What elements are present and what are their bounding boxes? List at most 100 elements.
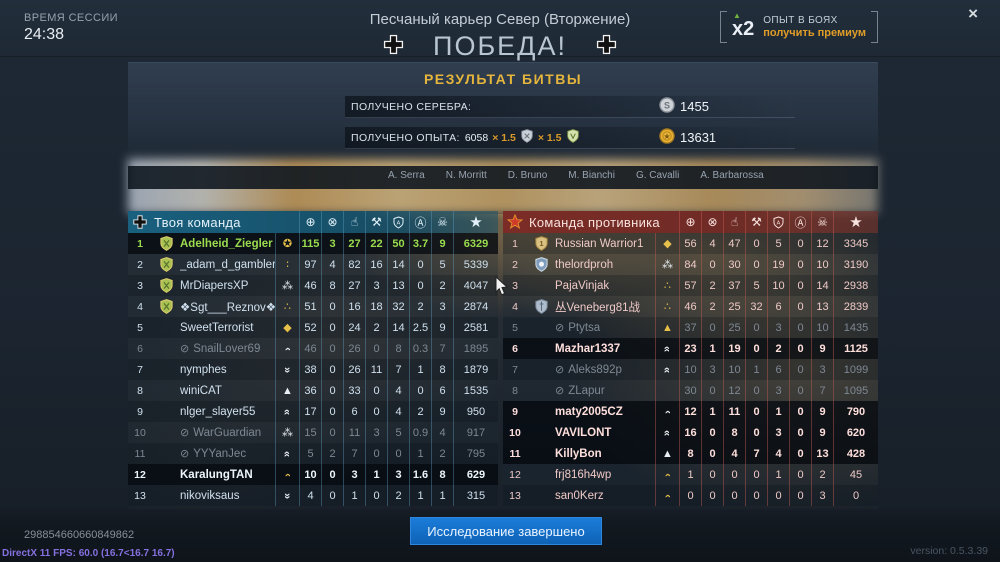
player-row[interactable]: 10 ⊘ WarGuardian ⁂ 15 0 11 3 5 0.9 4 917 — [128, 422, 498, 443]
session-timer: ВРЕМЯ СЕССИИ 24:38 — [24, 12, 118, 44]
ally-team-name: Твоя команда — [154, 214, 241, 230]
up-arrow-icon: ▲ — [733, 11, 741, 20]
get-premium-link[interactable]: получить премиум — [763, 27, 866, 39]
stat-value: 428 — [833, 443, 878, 464]
stat-value: 0 — [833, 485, 878, 506]
version-label: version: 0.5.3.39 — [910, 545, 988, 557]
player-row[interactable]: 9 nlger_slayer55» 17 0 6 0 4 2 9 950 — [128, 401, 498, 422]
stat-value: 7 — [431, 338, 453, 359]
crew-name: M. Bianchi — [568, 170, 615, 181]
stat-value: 2 — [321, 443, 343, 464]
rank: 13 — [509, 489, 521, 502]
player-row[interactable]: 2 _adam_d_gambler_ ∶ 97 4 82 16 14 0 5 5339 — [128, 254, 498, 275]
research-complete-button[interactable]: Исследование завершено — [410, 517, 602, 545]
stat-value: 7 — [387, 359, 409, 380]
stat-value: 1 — [701, 338, 723, 359]
stat-value: 9 — [811, 422, 833, 443]
stat-value: 4 — [767, 443, 789, 464]
player-row[interactable]: 6 ⊘ SnailLover69 › 46 0 26 0 8 0.3 7 1895 — [128, 338, 498, 359]
player-name: Mazhar1337 — [555, 342, 621, 355]
player-row[interactable]: 1 1 Russian Warrior1 ◆ 56 4 47 0 5 0 12 3345 — [503, 233, 878, 254]
rank: 11 — [509, 447, 521, 460]
player-row[interactable]: 6 Mazhar1337» 23 1 19 0 2 0 9 1125 — [503, 338, 878, 359]
rank: 11 — [134, 447, 146, 460]
stat-value: 0 — [701, 443, 723, 464]
stat-value: 0 — [409, 380, 431, 401]
player-row[interactable]: 1 Adelheid_Ziegler ✪ 115 3 27 22 50 3.7 9 6329 — [128, 233, 498, 254]
down2-class-icon: » — [275, 359, 299, 380]
victory-text: ПОБЕДА! — [433, 31, 567, 61]
stat-value: 0 — [789, 275, 811, 296]
stat-value: 0 — [745, 485, 767, 506]
stat-value: 5 — [431, 254, 453, 275]
player-row[interactable]: 7 ⊘ Aleks892p» 10 3 10 1 6 0 3 1099 — [503, 359, 878, 380]
stat-value: 0 — [365, 485, 387, 506]
stat-value: 10 — [299, 464, 321, 485]
stat-value: 11 — [343, 422, 365, 443]
stat-value: 3 — [343, 464, 365, 485]
stat-value: 6 — [767, 359, 789, 380]
chev1-class-icon: › — [275, 338, 299, 359]
player-row[interactable]: 5 SweetTerrorist ◆ 52 0 24 2 14 2.5 9 2581 — [128, 317, 498, 338]
stat-value: 10 — [811, 317, 833, 338]
x2-multiplier: ▲ x2 — [732, 11, 755, 40]
player-row[interactable]: 3 PajaVinjak ∴ 57 2 37 5 10 0 14 2938 — [503, 275, 878, 296]
stat-value: 3 — [767, 422, 789, 443]
stat-value: 2 — [811, 464, 833, 485]
stat-value: 3 — [701, 359, 723, 380]
premium-xp-badge[interactable]: ▲ x2 ОПЫТ В БОЯХ получить премиум — [720, 11, 878, 43]
crew-names-row: A. Serra N. Morritt D. Bruno M. Bianchi G. C… — [388, 170, 764, 181]
player-name: VAVILONT — [555, 426, 612, 439]
rank: 7 — [137, 363, 143, 376]
player-row[interactable]: 7 nymphes» 38 0 26 11 7 1 8 1879 — [128, 359, 498, 380]
stat-value: 8 — [679, 443, 701, 464]
stat-value: 4 — [299, 485, 321, 506]
stat-value: 0 — [365, 338, 387, 359]
stat-value: 3 — [811, 359, 833, 380]
stat-value: 18 — [365, 296, 387, 317]
stat-value: 6 — [343, 401, 365, 422]
player-row[interactable]: 3 MrDiapersXP ⁂ 46 8 27 3 13 0 2 4047 — [128, 275, 498, 296]
stat-value: 5 — [767, 233, 789, 254]
player-row[interactable]: 2 thelordproh ⁂ 84 0 30 0 19 0 10 3190 — [503, 254, 878, 275]
player-row[interactable]: 4 丛Veneberg81战 ∴ 46 2 25 32 6 0 13 2839 — [503, 296, 878, 317]
player-row[interactable]: 8 ⊘ ZLapur 30 0 12 0 3 0 7 1095 — [503, 380, 878, 401]
stat-value: 57 — [679, 275, 701, 296]
player-row[interactable]: 13 nikoviksaus» 4 0 1 0 2 1 1 315 — [128, 485, 498, 506]
rank: 2 — [137, 258, 143, 271]
enemy-team-name: Команда противника — [529, 214, 660, 230]
player-row[interactable]: 8 winiCAT ▲ 36 0 33 0 4 0 6 1535 — [128, 380, 498, 401]
player-row[interactable]: 13 san0Kerz › 0 0 0 0 0 0 3 0 — [503, 485, 878, 506]
score-star-icon: ★ — [453, 211, 498, 233]
player-row[interactable]: 10 VAVILONT» 16 0 8 0 3 0 9 620 — [503, 422, 878, 443]
stat-value: 1 — [343, 485, 365, 506]
stat-value: 2 — [701, 275, 723, 296]
player-row[interactable]: 12 KaralungTAN › 10 0 3 1 3 1.6 8 629 — [128, 464, 498, 485]
stat-value: 0 — [789, 233, 811, 254]
player-row[interactable]: 12 frj816h4wp › 1 0 0 0 1 0 2 45 — [503, 464, 878, 485]
crew-name: G. Cavalli — [635, 170, 680, 181]
stat-value: 0 — [679, 485, 701, 506]
player-row[interactable]: 4 ❖Sgt___Reznov❖ ∴ 51 0 16 18 32 2 3 2874 — [128, 296, 498, 317]
player-row[interactable]: 11 KillyBon ▲ 8 0 4 7 4 0 13 428 — [503, 443, 878, 464]
player-name: Russian Warrior1 — [555, 237, 644, 250]
close-icon[interactable]: × — [968, 4, 978, 23]
player-row[interactable]: 11 ⊘ YYYanJec» 5 2 7 0 0 1 2 795 — [128, 443, 498, 464]
stat-value: 15 — [299, 422, 321, 443]
player-name: nikoviksaus — [180, 489, 240, 502]
stat-value: 11 — [723, 401, 745, 422]
stat-value: 2 — [767, 338, 789, 359]
crosshair-icon: ⊕ — [679, 211, 701, 233]
down2-class-icon: » — [275, 485, 299, 506]
assist-hand-icon: ☝ — [723, 211, 745, 233]
stat-value: 19 — [767, 254, 789, 275]
player-row[interactable]: 5 ⊘ Ptytsa ▲ 37 0 25 0 3 0 10 1435 — [503, 317, 878, 338]
player-row[interactable]: 9 maty2005CZ › 12 1 11 0 1 0 9 790 — [503, 401, 878, 422]
stat-value: 8 — [431, 359, 453, 380]
stat-value: 1 — [767, 464, 789, 485]
exp-value: ★ 13631 — [659, 128, 716, 147]
cluster-class-icon: ⁂ — [275, 275, 299, 296]
stat-value: 1895 — [453, 338, 498, 359]
disconnected-icon: ⊘ — [555, 364, 565, 376]
svg-text:S: S — [664, 100, 670, 110]
